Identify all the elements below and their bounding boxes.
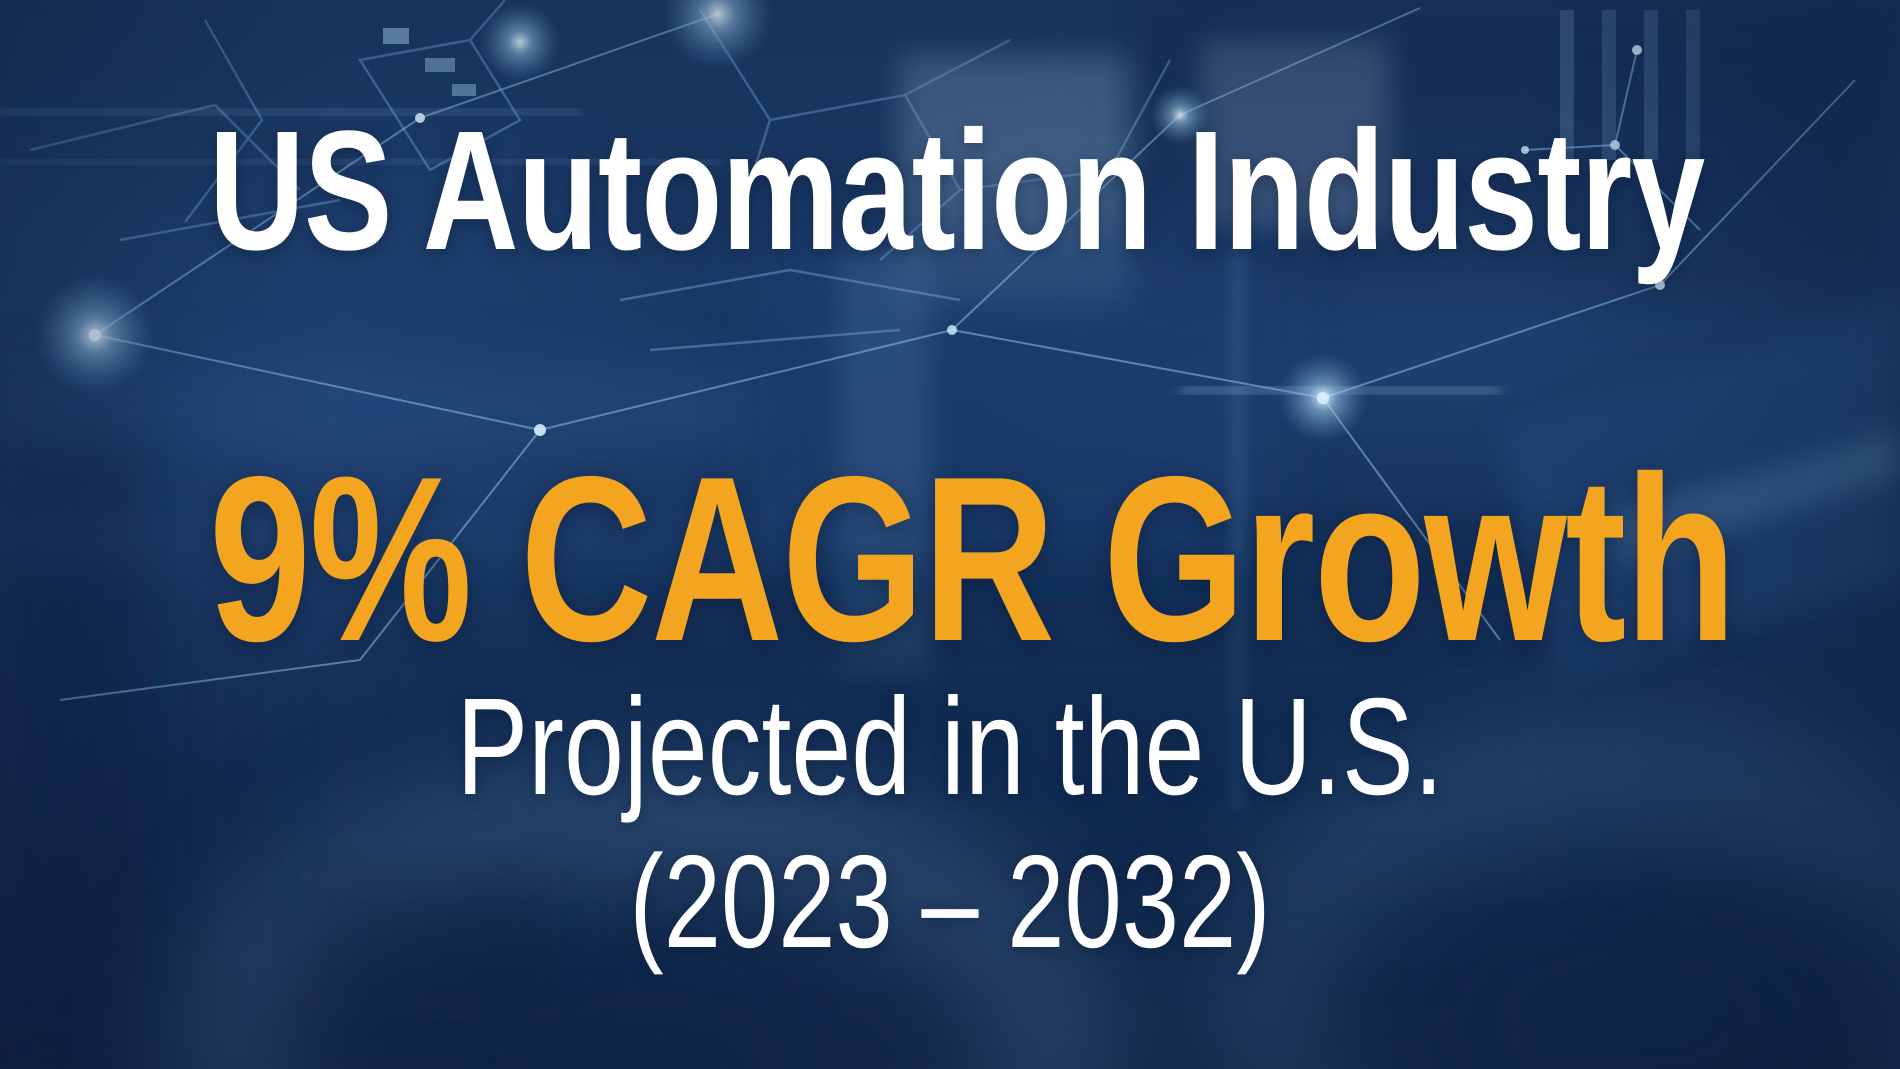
stat-headline: 9% CAGR Growth	[209, 427, 1737, 690]
bottom-blur-rolls	[162, 725, 1900, 1069]
network-glow-nodes	[35, 0, 1665, 443]
banner-title: US Automation Industry	[209, 96, 1705, 286]
stat-subline: Projected in the U.S.	[456, 670, 1444, 824]
machinery-line-art	[29, 0, 1172, 352]
stat-period: (2023 – 2032)	[629, 828, 1271, 975]
